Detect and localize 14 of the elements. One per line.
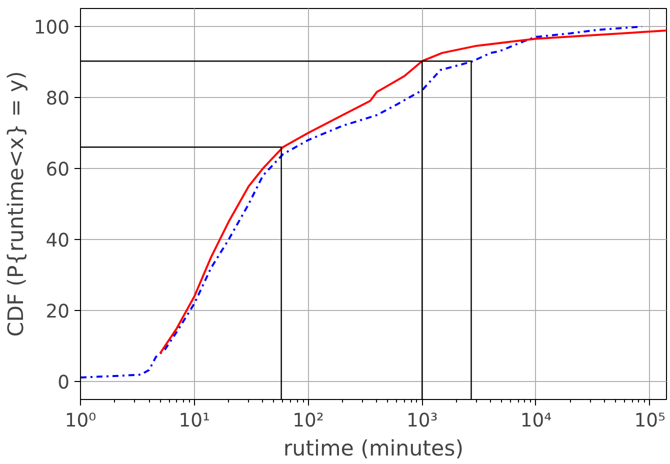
x-tick-label: 10³ — [406, 410, 438, 432]
y-axis-title: CDF (P{runtime<x} = y) — [4, 71, 29, 337]
y-tick-label: 80 — [46, 88, 70, 110]
y-tick-label: 0 — [58, 372, 70, 394]
x-tick-label: 10⁵ — [634, 410, 666, 432]
y-tick-label: 100 — [34, 17, 70, 38]
y-tick-label: 60 — [46, 159, 70, 180]
x-tick-label: 10¹ — [178, 410, 210, 432]
x-tick-label: 10⁰ — [64, 410, 96, 432]
y-tick-label: 40 — [46, 230, 70, 252]
y-tick-label: 20 — [46, 302, 70, 323]
x-axis-title: rutime (minutes) — [283, 436, 464, 462]
x-tick-label: 10⁴ — [520, 410, 552, 432]
x-tick-label: 10² — [292, 410, 324, 432]
